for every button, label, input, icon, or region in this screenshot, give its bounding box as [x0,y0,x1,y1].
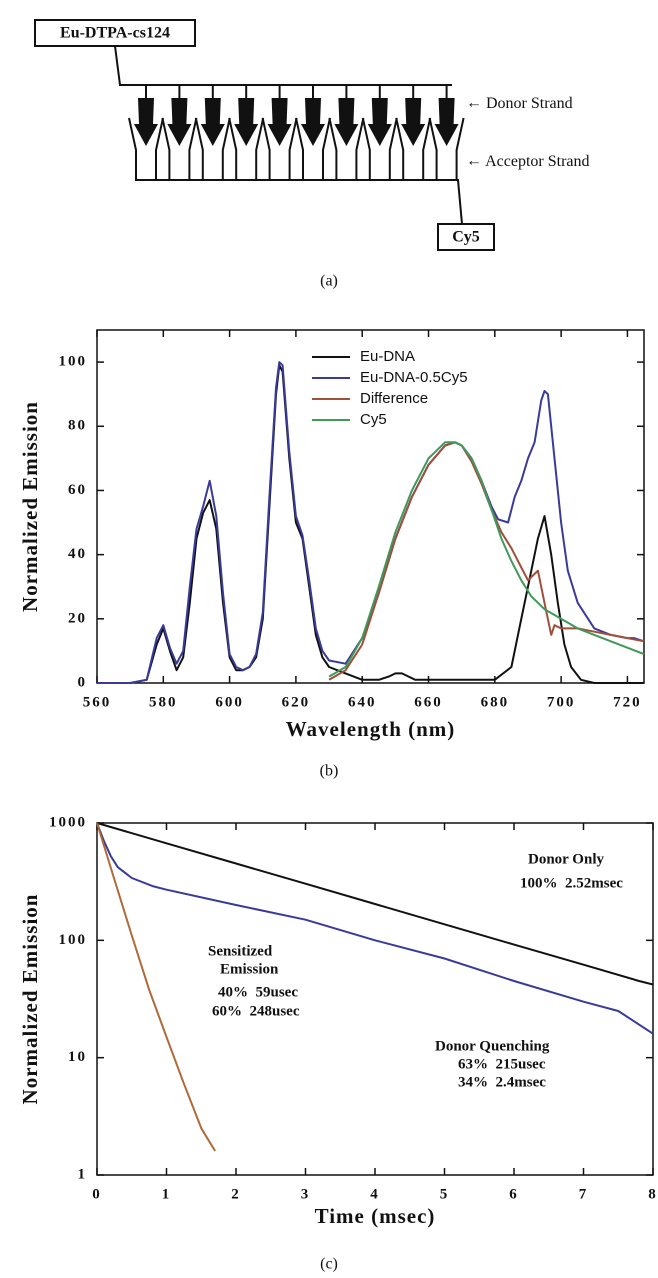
x-tick-label: 640 [348,694,377,710]
y-tick-label: 60 [68,482,87,498]
caption: (a) [320,273,338,290]
x-tick-label: 580 [149,694,178,710]
annotation: 34% 2.4msec [458,1074,546,1090]
y-tick-label: 0 [78,674,88,690]
acceptor-strand [135,179,463,225]
x-tick-label: 600 [215,694,244,710]
x-tick-label: 720 [613,694,642,710]
x-axis-title: Wavelength (nm) [286,717,456,741]
x-tick-label: 8 [648,1186,658,1202]
acceptor-cup [261,117,271,180]
x-tick-label: 560 [83,694,112,710]
donor-arrow [134,98,158,146]
x-tick-label: 0 [92,1186,102,1202]
legend-label: Eu-DNA-0.5Cy5 [360,369,468,386]
series-line [328,441,645,678]
series-line [328,441,645,681]
donor-arrow [301,98,325,146]
donor-arrow [434,98,459,146]
x-tick-label: 660 [414,694,443,710]
acceptor-strand-label: ← Acceptor Strand [466,153,590,170]
acceptor-cup [395,117,405,180]
donor-arrow [401,98,426,146]
series-line [97,361,645,684]
annotation: 63% 215usec [458,1056,546,1072]
legend-label: Difference [360,390,428,407]
x-tick-label: 620 [282,694,311,710]
donor-label: Eu-DTPA-cs124 [60,25,170,42]
y-tick-label: 10 [68,1049,87,1065]
chart: 560 580 600 620 640 660 680 700 720 0 20 40 60 80 100 W… [18,329,645,741]
y-tick-label: 100 [59,932,88,948]
y-axis-title: Normalized Emission [18,401,42,612]
acceptor-cup [155,117,164,180]
x-tick-label: 4 [370,1186,380,1202]
x-tick-label: 3 [301,1186,311,1202]
acceptor-cup [161,117,171,180]
x-tick-label: 2 [231,1186,241,1202]
y-tick-label: 80 [68,418,87,434]
annotation: Donor Only [528,851,604,867]
acceptor-cup [455,117,465,180]
y-tick-label: 100 [59,354,88,370]
x-tick-label: 6 [509,1186,519,1202]
donor-strand-label: ← Donor Strand [466,95,573,112]
caption: (b) [320,763,339,780]
annotation: 40% 59usec [218,984,298,1000]
y-tick-label: 1000 [49,814,87,830]
donor-arrow [334,98,359,146]
annotation: 100% 2.52msec [520,875,623,891]
donor-arrow [234,98,259,146]
donor-arrow [200,98,225,146]
acceptor-cup [361,117,371,180]
acceptor-cup [428,117,438,180]
acceptor-cup [388,117,398,180]
series-line [96,822,654,986]
acceptor-label: Cy5 [452,229,480,246]
acceptor-cup [228,117,238,180]
acceptor-cup [194,117,204,180]
strand-diagram: Eu-DTPA-cs124 Cy5 ← Donor Strand ← Accep… [34,19,590,290]
acceptor-cup [188,117,198,180]
annotation: 60% 248usec [212,1003,300,1019]
acceptor-cup [328,117,338,180]
acceptor-cup [322,117,331,180]
y-tick-label: 40 [68,546,87,562]
x-tick-label: 680 [481,694,510,710]
donor-arrow [267,98,292,146]
acceptor-cup [295,117,304,180]
x-axis-title: Time (msec) [315,1204,436,1228]
x-tick-label: 7 [579,1186,589,1202]
legend-label: Eu-DNA [360,348,415,365]
donor-arrow [367,98,392,146]
acceptor-cup [288,117,298,180]
acceptor-strand-text: Acceptor Strand [485,153,589,170]
plot-frame [96,329,645,684]
annotation: Sensitized [208,943,273,959]
y-axis-title: Normalized Emission [18,894,42,1105]
acceptor-cup [255,117,265,180]
x-tick-label: 1 [162,1186,172,1202]
legend-label: Cy5 [360,411,387,428]
donor-strand-text: Donor Strand [486,95,573,112]
acceptor-cup [422,117,432,180]
x-tick-label: 5 [440,1186,450,1202]
acceptor-box [437,223,495,251]
y-tick-label: 1 [78,1166,88,1182]
acceptor-cup [355,117,365,180]
donor-arrow [167,98,192,146]
caption: (c) [320,1256,338,1273]
acceptor-cup [128,117,137,180]
series-line [96,822,216,1152]
annotation: Emission [220,961,279,977]
acceptor-cup [221,117,231,180]
y-tick-label: 20 [68,610,87,626]
series-line [96,822,654,1035]
annotation: Donor Quenching [435,1038,550,1054]
donor-strand [114,45,452,86]
x-tick-label: 700 [547,694,576,710]
